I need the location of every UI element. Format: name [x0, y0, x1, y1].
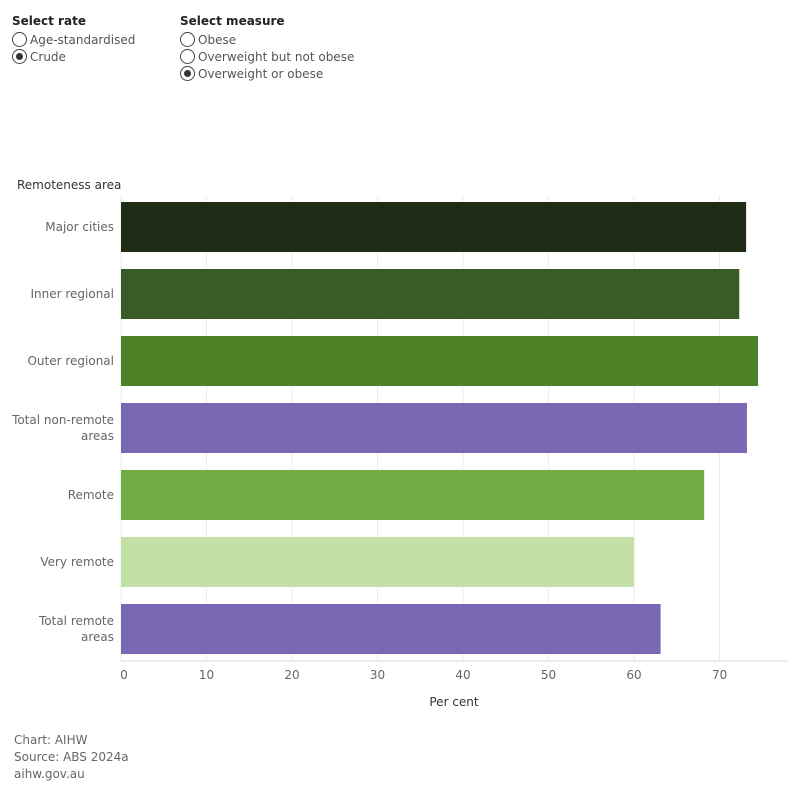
bar [121, 202, 747, 252]
x-tick-label: 20 [284, 668, 299, 682]
x-tick-label: 0 [120, 668, 128, 682]
category-label: Major cities [45, 220, 114, 234]
y-axis-title: Remoteness area [17, 178, 121, 192]
radio-button-selected-icon[interactable] [12, 49, 27, 64]
x-tick-label: 30 [370, 668, 385, 682]
rate-filter: Select rate Age-standardised Crude [12, 14, 135, 65]
chart-source: Source: ABS 2024a [14, 750, 129, 764]
radio-age-standardised[interactable]: Age-standardised [12, 31, 135, 48]
radio-label: Overweight or obese [198, 66, 324, 81]
rate-filter-title: Select rate [12, 14, 86, 28]
x-tick-label: 60 [626, 668, 641, 682]
radio-crude[interactable]: Crude [12, 48, 135, 65]
category-label: Very remote [40, 555, 114, 569]
radio-obese[interactable]: Obese [180, 31, 354, 48]
radio-overweight-or-obese[interactable]: Overweight or obese [180, 65, 354, 82]
x-tick-label: 70 [712, 668, 727, 682]
category-label: Remote [68, 488, 114, 502]
bar [121, 537, 635, 587]
radio-label: Age-standardised [30, 32, 136, 47]
bar-chart: Remoteness area Major cities Inner regiona… [11, 178, 788, 709]
radio-button-icon[interactable] [180, 32, 195, 47]
category-label: Inner regional [30, 287, 114, 301]
radio-label: Overweight but not obese [198, 49, 355, 64]
radio-button-selected-icon[interactable] [180, 66, 195, 81]
radio-overweight-not-obese[interactable]: Overweight but not obese [180, 48, 354, 65]
bar [121, 470, 705, 520]
radio-button-icon[interactable] [180, 49, 195, 64]
chart-footer: Chart: AIHW Source: ABS 2024a aihw.gov.a… [14, 732, 129, 783]
x-tick-label: 10 [199, 668, 214, 682]
category-label: areas [81, 630, 114, 644]
measure-filter-title: Select measure [180, 14, 285, 28]
category-label: Outer regional [27, 354, 114, 368]
bar [121, 336, 759, 386]
category-label: areas [81, 429, 114, 443]
x-tick-label: 50 [541, 668, 556, 682]
x-axis-title: Per cent [429, 695, 479, 709]
bar [121, 403, 747, 453]
radio-button-icon[interactable] [12, 32, 27, 47]
measure-filter: Select measure Obese Overweight but not … [180, 14, 354, 82]
category-label: Total non-remote [11, 413, 114, 427]
bar [121, 604, 661, 654]
x-tick-label: 40 [455, 668, 470, 682]
bar [121, 269, 740, 319]
radio-label: Obese [198, 32, 237, 47]
radio-label: Crude [30, 49, 66, 64]
chart-credit: Chart: AIHW [14, 733, 88, 747]
category-label: Total remote [38, 614, 114, 628]
site-link[interactable]: aihw.gov.au [14, 767, 85, 781]
